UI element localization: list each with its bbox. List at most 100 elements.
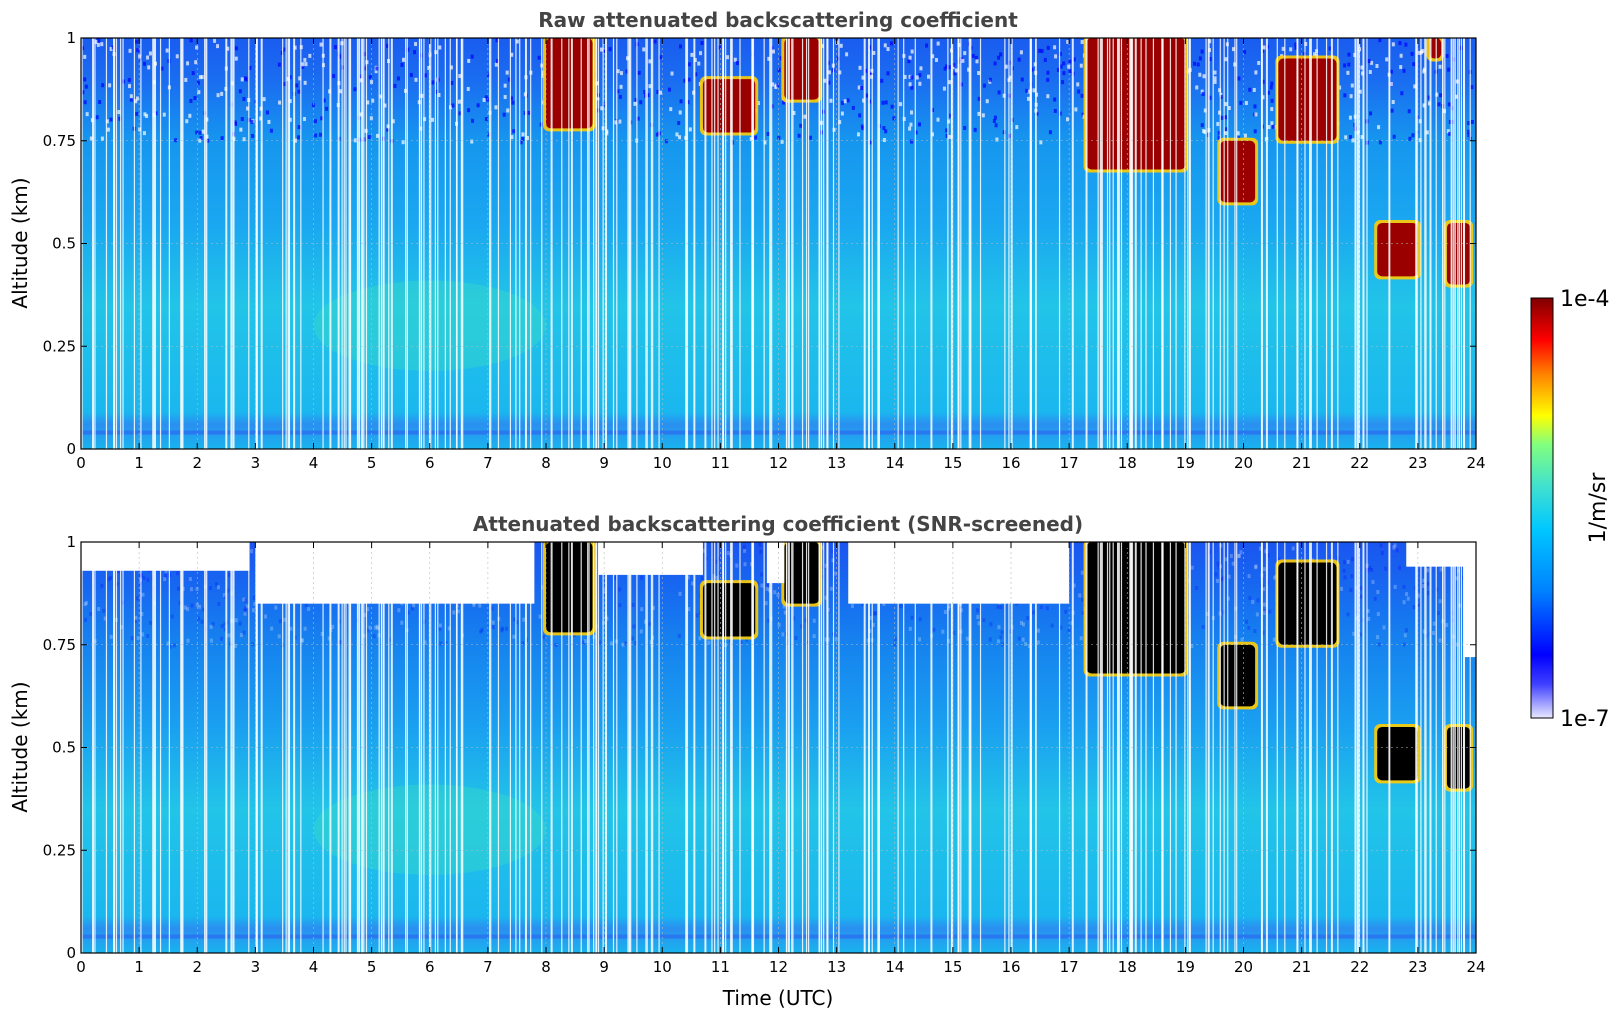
data-gap (1453, 38, 1455, 449)
noise-pixel (522, 617, 526, 622)
noise-pixel (198, 75, 202, 80)
noise-pixel (491, 625, 495, 630)
data-gap (612, 542, 615, 953)
noise-pixel (414, 77, 418, 82)
noise-pixel (243, 598, 247, 603)
data-gap (1189, 542, 1191, 953)
noise-pixel (1277, 557, 1281, 562)
noise-pixel (1377, 125, 1381, 130)
noise-pixel (931, 108, 935, 113)
noise-pixel (127, 77, 131, 82)
noise-pixel (1402, 68, 1406, 73)
noise-pixel (1031, 610, 1035, 615)
noise-pixel (500, 628, 504, 633)
noise-pixel (609, 641, 613, 646)
data-gap (612, 38, 615, 449)
data-gap (1304, 38, 1306, 449)
noise-pixel (947, 639, 951, 644)
noise-pixel (971, 53, 975, 58)
data-gap (739, 38, 741, 449)
noise-pixel (765, 586, 769, 591)
noise-pixel (188, 113, 192, 118)
noise-pixel (619, 71, 623, 76)
noise-pixel (974, 55, 978, 60)
data-gap (343, 38, 345, 449)
panel2-x-axis: 0 1 2 3 4 5 6 7 8 9 10 11 12 13 14 15 16 17 18 19 20 21 22 23 24 (76, 542, 1486, 976)
noise-pixel (339, 640, 343, 645)
noise-pixel (211, 621, 215, 626)
data-gap (714, 38, 716, 449)
noise-pixel (1384, 566, 1388, 571)
noise-pixel (1008, 60, 1012, 65)
noise-pixel (1043, 57, 1047, 62)
noise-pixel (248, 65, 252, 70)
data-gap (769, 542, 772, 953)
noise-pixel (655, 132, 659, 137)
data-gap (1207, 542, 1210, 953)
noise-pixel (1346, 70, 1350, 75)
data-gap (968, 542, 971, 953)
noise-pixel (910, 110, 914, 115)
noise-pixel (918, 73, 922, 78)
data-gap (430, 542, 432, 953)
noise-pixel (1032, 88, 1036, 93)
data-gap (1309, 38, 1311, 449)
noise-pixel (1053, 97, 1057, 102)
cloud (1446, 222, 1471, 285)
noise-pixel (1017, 57, 1021, 62)
data-gap (704, 542, 707, 953)
noise-pixel (608, 47, 612, 52)
noise-pixel (540, 585, 544, 590)
noise-pixel (664, 139, 668, 144)
noise-pixel (495, 59, 499, 64)
data-gap (133, 542, 136, 953)
noise-pixel (1251, 599, 1255, 604)
noise-pixel (973, 127, 977, 132)
noise-pixel (504, 626, 508, 631)
cloud (1278, 562, 1337, 645)
near-surface-layer (81, 934, 1476, 939)
noise-pixel (1385, 57, 1389, 62)
noise-pixel (1446, 129, 1450, 134)
noise-pixel (1021, 637, 1025, 642)
noise-pixel (910, 49, 914, 54)
noise-pixel (1234, 634, 1238, 639)
noise-pixel (675, 132, 679, 137)
noise-pixel (542, 635, 546, 640)
noise-pixel (1065, 117, 1069, 122)
noise-pixel (386, 43, 390, 48)
noise-pixel (621, 642, 625, 647)
noise-pixel (393, 83, 397, 88)
noise-pixel (1077, 89, 1081, 94)
data-gap (903, 542, 905, 953)
noise-pixel (250, 119, 254, 124)
colorbar-max-label: 1e-4 (1560, 287, 1609, 312)
noise-pixel (366, 628, 370, 633)
noise-pixel (1271, 124, 1275, 129)
data-gap (627, 542, 629, 953)
data-gap (1029, 542, 1032, 953)
noise-pixel (484, 117, 488, 122)
x-tick-label: 23 (1408, 454, 1427, 472)
noise-pixel (189, 587, 193, 592)
noise-pixel (320, 631, 324, 636)
cloud (1220, 140, 1256, 203)
noise-pixel (97, 38, 101, 43)
noise-pixel (583, 639, 587, 644)
noise-pixel (883, 43, 887, 48)
noise-pixel (880, 78, 884, 83)
data-gap (358, 542, 361, 953)
data-gap (1429, 38, 1432, 449)
noise-pixel (311, 103, 315, 108)
noise-pixel (176, 571, 180, 576)
noise-pixel (1220, 115, 1224, 120)
noise-pixel (1224, 57, 1228, 62)
data-gap (337, 542, 340, 953)
data-gap (1004, 542, 1006, 953)
noise-pixel (1376, 635, 1380, 640)
noise-pixel (758, 542, 762, 547)
noise-pixel (735, 61, 739, 66)
noise-pixel (838, 120, 842, 125)
noise-pixel (308, 53, 312, 58)
noise-pixel (1040, 48, 1044, 53)
